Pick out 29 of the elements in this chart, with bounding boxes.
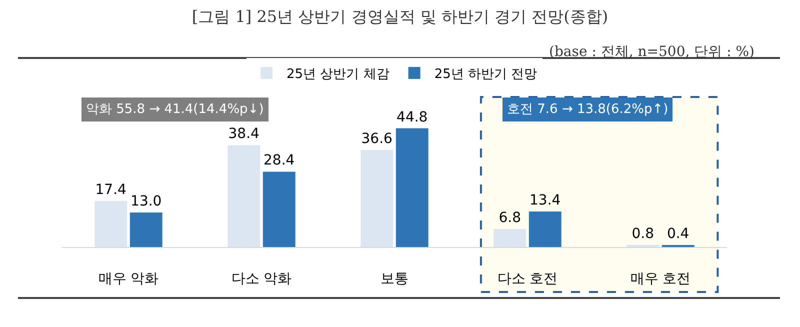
data-label: 0.8 <box>632 226 654 242</box>
data-label: 38.4 <box>228 126 260 142</box>
legend-label: 25년 상반기 체감 <box>286 67 390 82</box>
bar <box>130 212 162 247</box>
data-label: 6.8 <box>498 210 522 226</box>
data-label: 44.8 <box>396 109 428 126</box>
text: 악화 55.8 → 41.4(14.4%p↓) <box>86 102 264 117</box>
data-label: 28.4 <box>263 152 295 169</box>
x-tick-label: 보통 <box>380 270 408 287</box>
bar <box>262 172 296 247</box>
data-label: 36.6 <box>361 130 393 147</box>
bar <box>228 145 260 247</box>
chart-subtitle: (base : 전체, n=500, 단위 : %) <box>549 44 755 60</box>
data-label: 17.4 <box>95 182 127 198</box>
bar <box>94 200 128 247</box>
bar <box>360 150 394 247</box>
band-label: 호전 7.6 → 13.8(6.2%p↑) <box>507 102 668 117</box>
legend-label: 25년 하반기 전망 <box>434 67 538 82</box>
data-label: 13.0 <box>130 194 162 210</box>
chart-title: [그림 1] 25년 상반기 경영실적 및 하반기 경기 전망(종합) <box>192 6 608 26</box>
bar <box>528 211 562 247</box>
x-tick-label: 다소 악화 <box>231 270 292 287</box>
x-tick-label: 매우 악화 <box>98 270 159 287</box>
bar <box>494 228 526 247</box>
data-label: 0.4 <box>666 226 690 242</box>
x-tick-label: 다소 호전 <box>497 270 558 287</box>
data-label: 13.4 <box>529 192 561 208</box>
x-tick-label: 매우 호전 <box>630 270 691 287</box>
bar <box>396 128 428 247</box>
